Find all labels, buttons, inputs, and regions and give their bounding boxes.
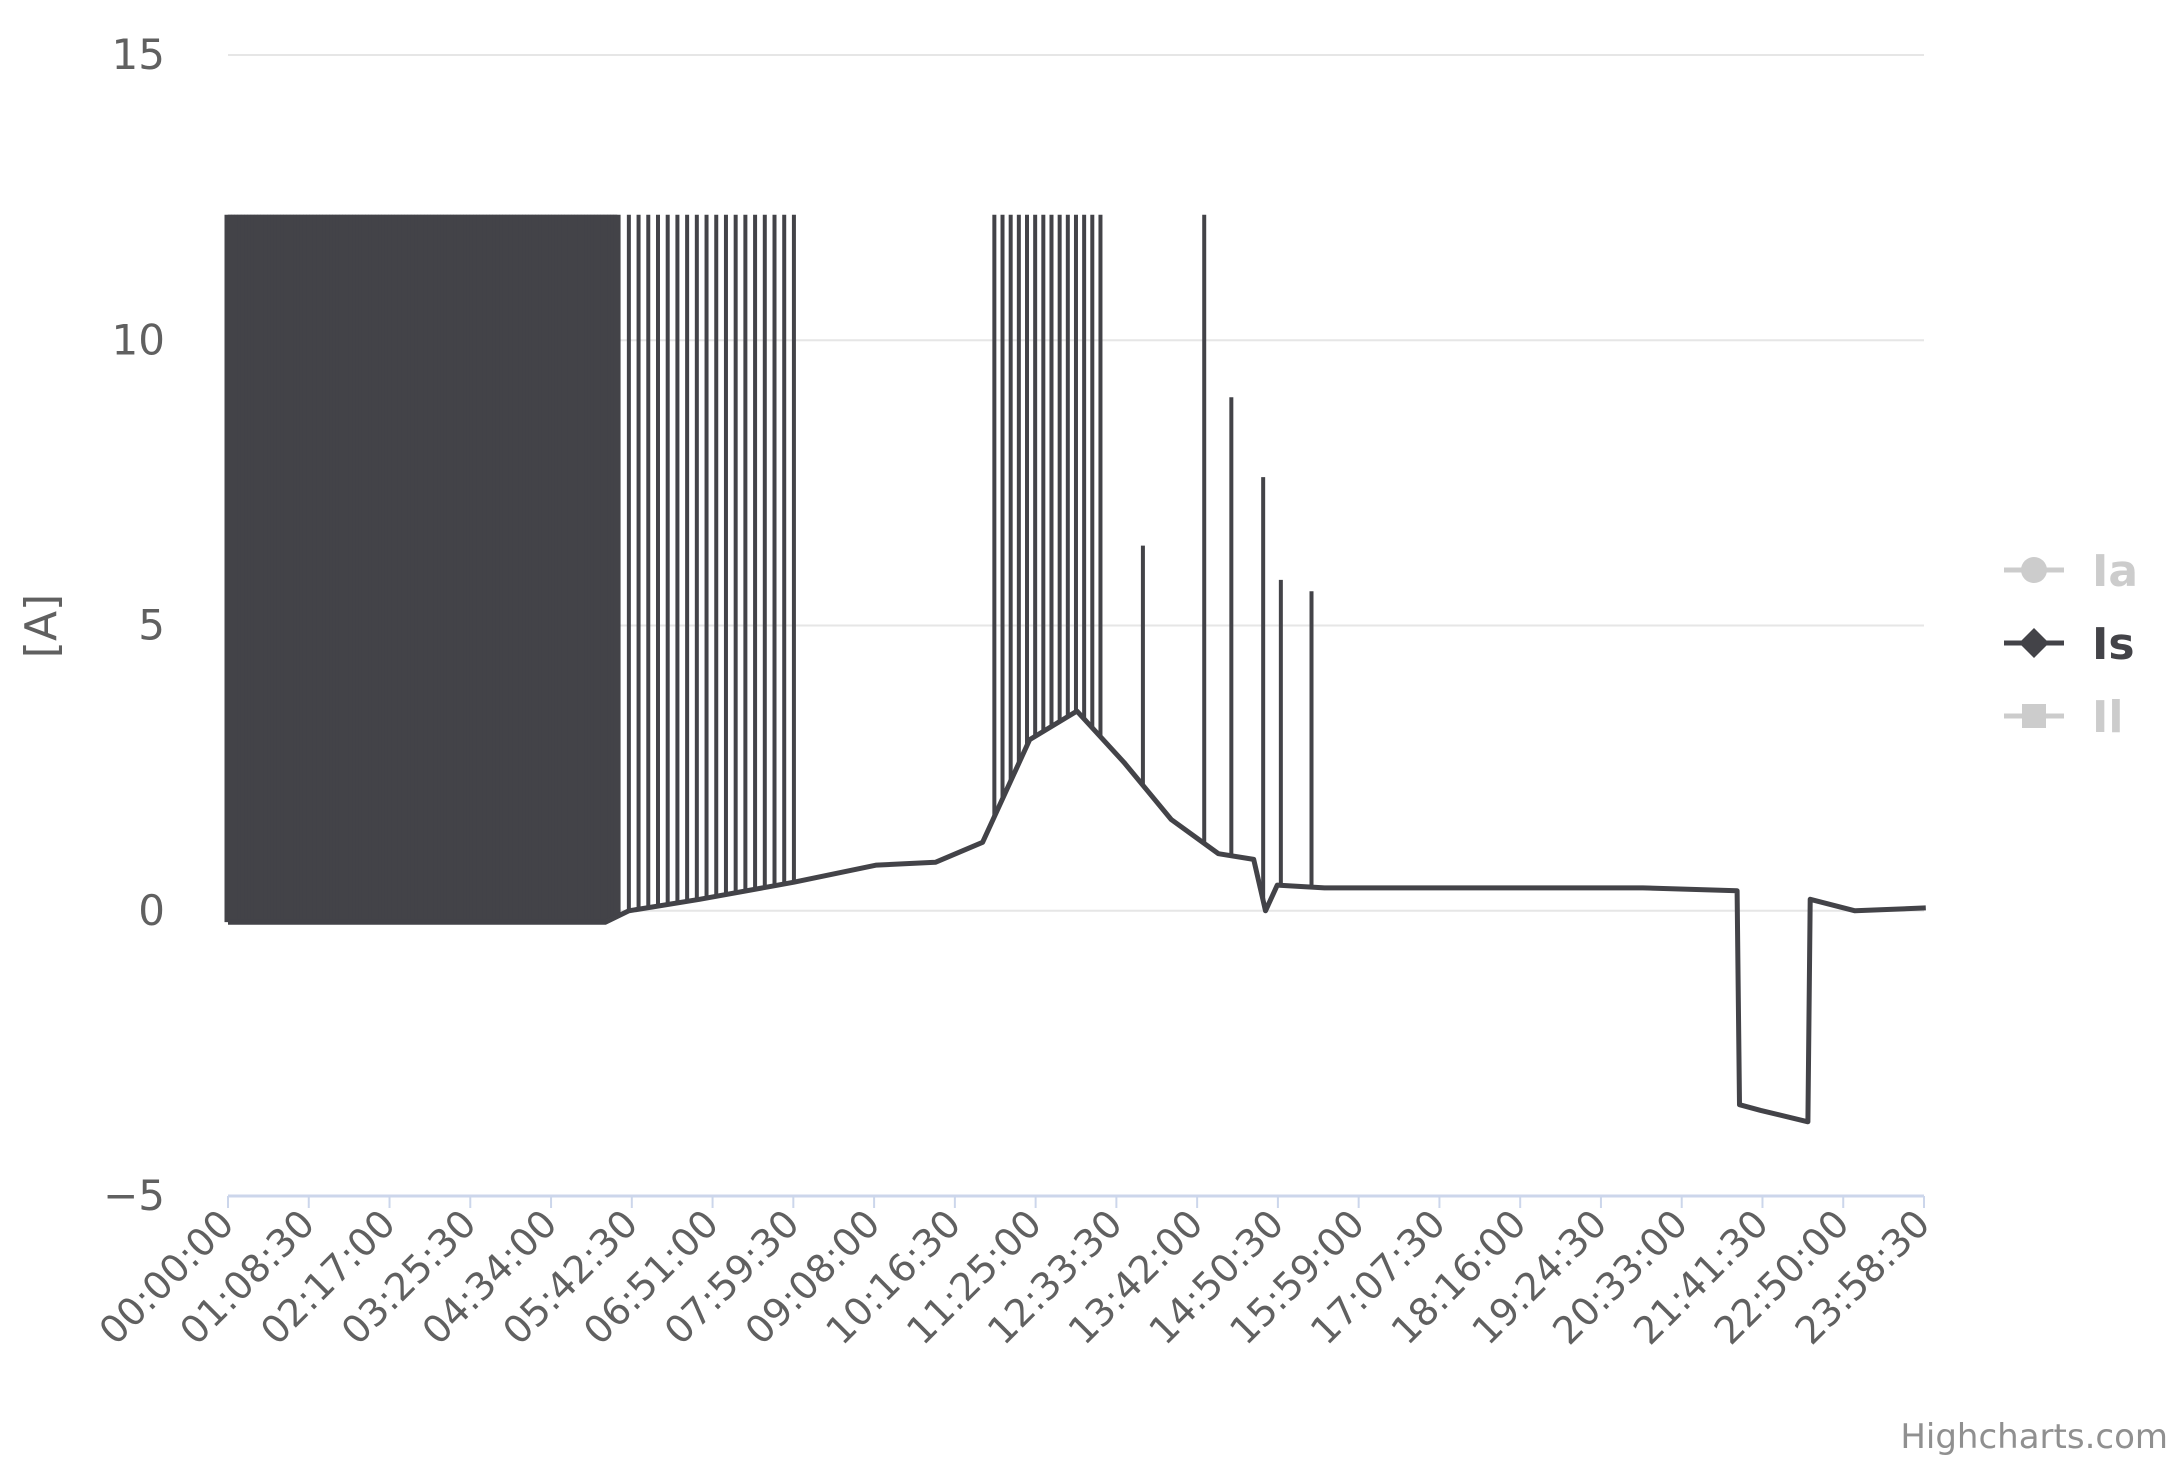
legend-label: Is: [2092, 619, 2135, 670]
series-line-is: [228, 708, 1926, 1125]
legend-label: Ia: [2092, 546, 2138, 597]
y-tick-label: 10: [112, 315, 165, 364]
y-axis-title: [A]: [16, 594, 67, 658]
spike-cluster: [626, 214, 796, 911]
y-tick-label: 15: [112, 30, 165, 79]
legend-item-ia[interactable]: Ia: [2004, 546, 2138, 597]
legend-item-il[interactable]: Il: [2004, 692, 2123, 743]
circle-marker-icon: [2021, 557, 2047, 583]
y-tick-label: 5: [138, 601, 165, 650]
square-marker-icon: [2022, 704, 2046, 728]
y-tick-label: −5: [103, 1171, 165, 1220]
credits[interactable]: Highcharts.com: [1900, 1417, 2168, 1457]
spike-cluster: [992, 214, 1103, 817]
x-axis-labels: 00:00:0001:08:3002:17:0003:25:3004:34:00…: [91, 1196, 1938, 1353]
y-axis-labels: −5 0 5 10 15: [103, 30, 165, 1220]
spike-cluster: [224, 214, 621, 923]
legend-label: Il: [2092, 692, 2123, 743]
legend[interactable]: Ia Is Il: [2004, 546, 2138, 743]
y-tick-label: 0: [138, 886, 165, 935]
plot-area: [224, 214, 1926, 1125]
diamond-marker-icon: [2019, 628, 2049, 658]
legend-item-is[interactable]: Is: [2004, 619, 2135, 670]
